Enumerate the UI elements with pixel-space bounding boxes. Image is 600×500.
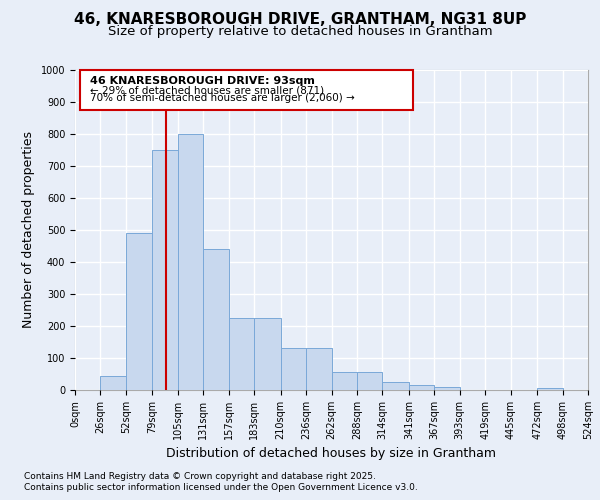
Text: 46, KNARESBOROUGH DRIVE, GRANTHAM, NG31 8UP: 46, KNARESBOROUGH DRIVE, GRANTHAM, NG31 … <box>74 12 526 28</box>
Bar <box>357 372 382 390</box>
Text: Size of property relative to detached houses in Grantham: Size of property relative to detached ho… <box>107 25 493 38</box>
Bar <box>409 385 434 390</box>
Bar <box>281 348 306 390</box>
X-axis label: Distribution of detached houses by size in Grantham: Distribution of detached houses by size … <box>167 448 497 460</box>
Bar <box>306 348 331 390</box>
FancyBboxPatch shape <box>80 70 413 110</box>
Bar <box>152 150 178 390</box>
Bar <box>126 233 152 390</box>
Bar <box>100 376 126 390</box>
Bar <box>537 388 563 390</box>
Text: 46 KNARESBOROUGH DRIVE: 93sqm: 46 KNARESBOROUGH DRIVE: 93sqm <box>89 76 314 86</box>
Text: Contains public sector information licensed under the Open Government Licence v3: Contains public sector information licen… <box>24 484 418 492</box>
Bar <box>434 387 460 390</box>
Y-axis label: Number of detached properties: Number of detached properties <box>22 132 35 328</box>
Bar <box>178 134 203 390</box>
Text: Contains HM Land Registry data © Crown copyright and database right 2025.: Contains HM Land Registry data © Crown c… <box>24 472 376 481</box>
Bar <box>229 318 254 390</box>
Bar <box>331 372 357 390</box>
Text: ← 29% of detached houses are smaller (871): ← 29% of detached houses are smaller (87… <box>89 86 324 96</box>
Bar <box>382 382 409 390</box>
Text: 70% of semi-detached houses are larger (2,060) →: 70% of semi-detached houses are larger (… <box>89 93 355 103</box>
Bar <box>254 318 281 390</box>
Bar <box>203 249 229 390</box>
